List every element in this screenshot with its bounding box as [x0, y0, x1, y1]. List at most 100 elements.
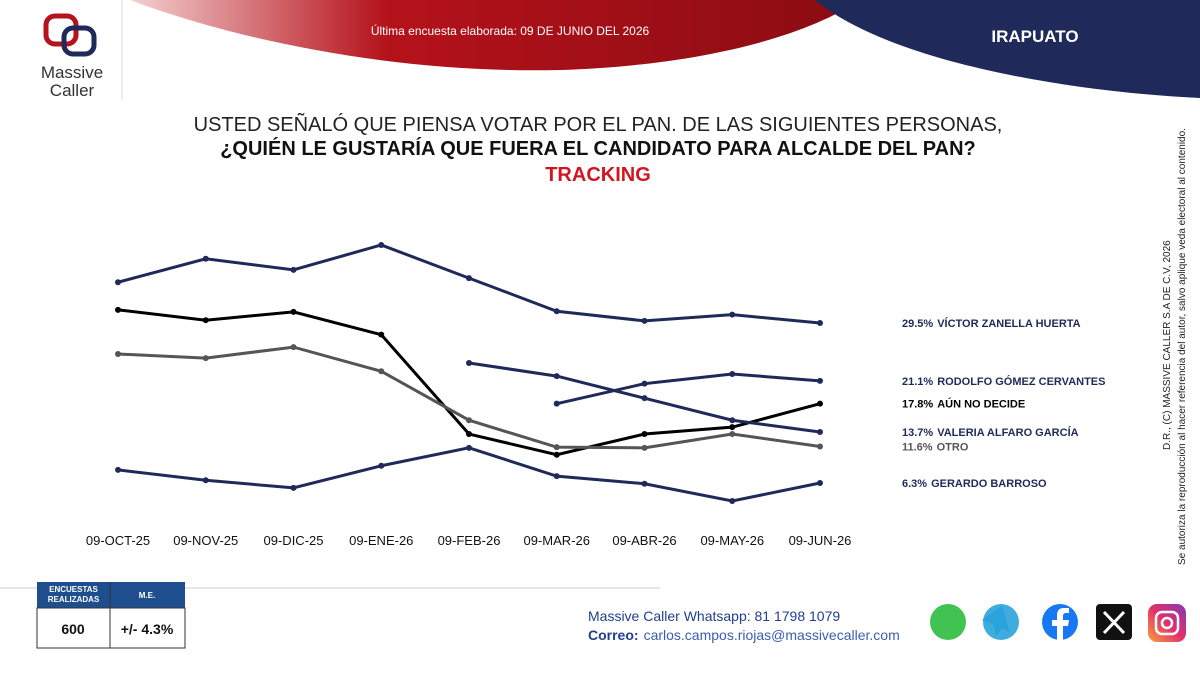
value-label: 17.8%: [902, 399, 933, 411]
series-line: [556, 372, 821, 406]
logo-text: Caller: [50, 81, 95, 100]
x-tick-label: 09-NOV-25: [173, 533, 238, 548]
data-point: [115, 351, 121, 357]
data-point: [553, 308, 560, 315]
data-point: [290, 266, 297, 273]
table-header: [37, 582, 185, 608]
end-label: 6.3% GERARDO BARROSO: [902, 478, 1047, 490]
instagram-glyph: [1160, 616, 1174, 630]
instagram-icon[interactable]: [1148, 604, 1186, 642]
data-point: [641, 431, 648, 438]
email: carlos.campos.riojas@massivecaller.com: [644, 627, 900, 643]
value-label: 13.7%: [902, 427, 933, 439]
chart-title: TRACKING: [545, 164, 651, 186]
data-point: [641, 380, 648, 387]
data-point: [641, 395, 648, 402]
data-point: [466, 444, 472, 451]
copyright: D.R., (C) MASSIVE CALLER S.A DE C.V, 202…: [1162, 240, 1173, 450]
data-point: [729, 371, 736, 378]
data-point: [466, 359, 472, 366]
data-point: [553, 400, 560, 407]
table-cell: 600: [61, 621, 85, 637]
whatsapp-icon[interactable]: [930, 604, 966, 640]
value-label: 29.5%: [902, 318, 933, 330]
data-point: [729, 417, 736, 424]
data-point: [378, 368, 385, 375]
data-point: [729, 497, 736, 504]
legend-label: AÚN NO DECIDE: [937, 398, 1025, 411]
data-point: [817, 319, 823, 326]
data-point: [290, 308, 297, 315]
data-point: [115, 279, 121, 286]
data-point: [817, 428, 823, 435]
logo-bubble: [61, 25, 97, 57]
copyright-note: Se autoriza la reproducción al hacer ref…: [1177, 128, 1188, 565]
table-header-text: ENCUESTAS REALIZADAS: [47, 585, 100, 604]
legend-label: GERARDO BARROSO: [931, 478, 1047, 490]
data-point: [641, 317, 648, 324]
email-label: Correo:: [588, 627, 639, 643]
legend-label: VÍCTOR ZANELLA HUERTA: [937, 317, 1080, 330]
table-body: [36, 607, 186, 649]
data-point: [378, 462, 385, 469]
footer-whatsapp: Massive Caller Whatsapp: 81 1798 1079: [588, 608, 840, 624]
data-point: [729, 311, 736, 318]
logo-text: Massive: [41, 63, 103, 82]
legend-label: RODOLFO GÓMEZ CERVANTES: [937, 375, 1105, 388]
facebook-glyph: [1052, 608, 1069, 640]
data-point: [290, 344, 297, 351]
chart-title: USTED SEÑALÓ QUE PIENSA VOTAR POR EL PAN…: [194, 112, 1003, 136]
x-tick-label: 09-MAR-26: [524, 533, 590, 548]
data-point: [641, 444, 648, 451]
data-point: [115, 306, 121, 313]
x-tick-label: 09-MAY-26: [700, 533, 764, 548]
legend-label: OTRO: [937, 441, 969, 453]
chart-title: ¿QUIÉN LE GUSTARÍA QUE FUERA EL CANDIDAT…: [220, 137, 976, 160]
table-cell: +/- 4.3%: [121, 621, 174, 637]
end-label: 11.6% OTRO: [902, 441, 969, 453]
x-glyph: [1102, 610, 1126, 635]
data-point: [641, 480, 648, 487]
data-point: [378, 241, 385, 248]
data-point: [553, 473, 560, 480]
survey-date: Última encuesta elaborada: 09 DE JUNIO D…: [371, 23, 650, 38]
data-point: [202, 317, 209, 324]
chart: 09-OCT-25 09-NOV-25 09-DIC-25 09-ENE-26 09-F…: [86, 241, 1105, 548]
data-point: [553, 451, 560, 458]
data-point: [553, 444, 560, 451]
data-point: [817, 480, 823, 487]
region: IRAPUATO: [991, 27, 1078, 46]
table-header-cell: ENCUESTAS REALIZADAS: [47, 585, 100, 604]
header-band: [815, 0, 1200, 98]
data-point: [202, 477, 209, 484]
legend-label: VALERIA ALFARO GARCÍA: [937, 426, 1078, 439]
value-label: 6.3%: [902, 478, 927, 490]
instagram-glyph: [1154, 610, 1180, 636]
x-tick-label: 09-DIC-25: [264, 533, 324, 548]
data-point: [202, 355, 209, 362]
x-tick-label: 09-JUN-26: [789, 533, 852, 548]
data-point: [466, 431, 472, 438]
end-label: 17.8% AÚN NO DECIDE: [902, 398, 1025, 411]
x-tick-label: 09-OCT-25: [86, 533, 150, 548]
data-point: [553, 373, 560, 380]
header-swoosh: [130, 0, 860, 71]
x-tick-label: 09-ABR-26: [612, 533, 676, 548]
telegram-icon[interactable]: [983, 604, 1019, 640]
data-point: [729, 431, 736, 438]
data-point: [466, 417, 472, 424]
data-point: [817, 377, 823, 384]
end-label: 29.5% VÍCTOR ZANELLA HUERTA: [902, 317, 1081, 330]
end-label: 21.1% RODOLFO GÓMEZ CERVANTES: [902, 375, 1105, 388]
footer-email: Correo: carlos.campos.riojas@massivecalle…: [588, 627, 900, 643]
value-label: 21.1%: [902, 376, 933, 388]
data-point: [817, 443, 823, 450]
value-label: 11.6%: [902, 441, 933, 453]
data-point: [378, 331, 385, 338]
data-point: [817, 400, 823, 407]
data-point: [290, 484, 297, 491]
data-point: [202, 255, 209, 262]
x-tick-label: 09-FEB-26: [438, 533, 501, 548]
